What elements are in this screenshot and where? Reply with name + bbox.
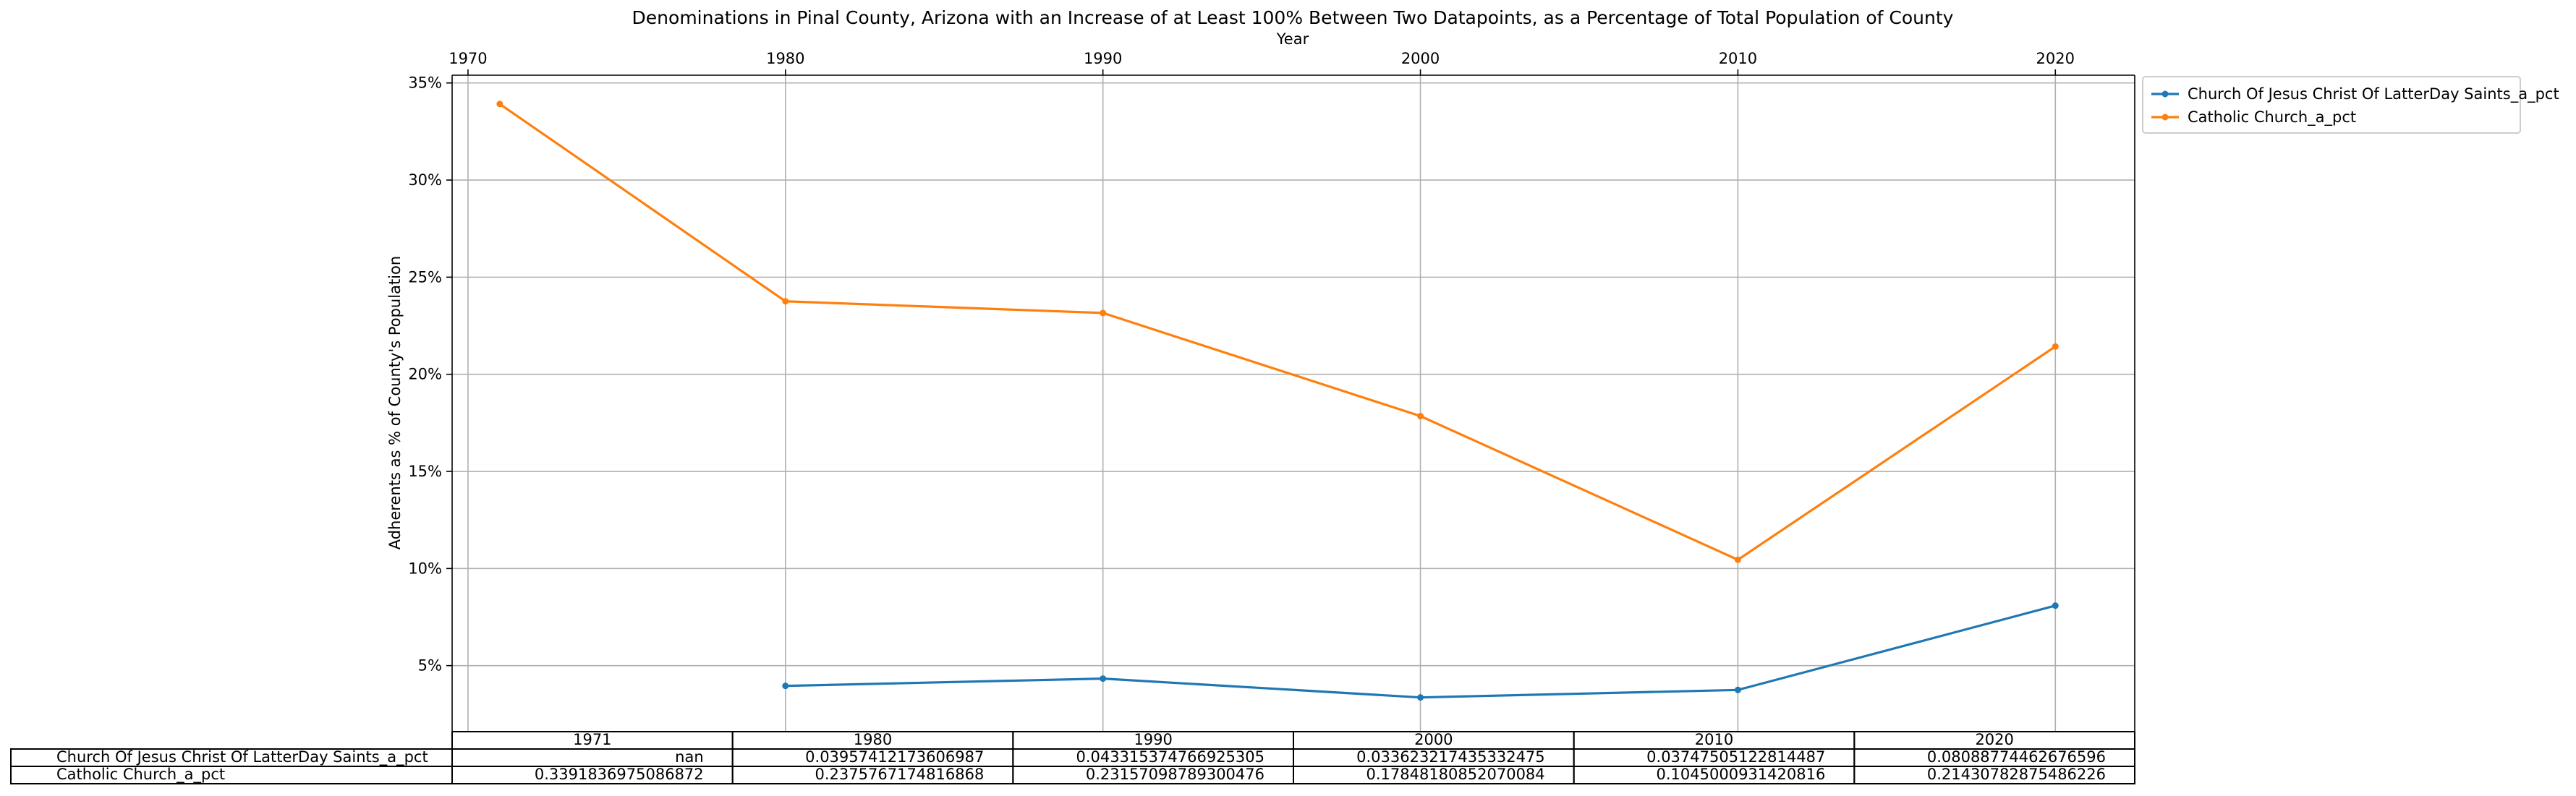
x-tick-label: 1990 <box>1084 50 1122 67</box>
y-tick-label: 25% <box>408 268 442 286</box>
table-cell-value: 0.2375767174816868 <box>815 766 985 783</box>
legend-box <box>2142 76 2521 134</box>
table-cell-value: 0.03957412173606987 <box>805 748 984 766</box>
table-column-header: 2010 <box>1695 731 1733 748</box>
series-0 <box>782 602 2059 701</box>
x-tick-label: 2000 <box>1401 50 1440 67</box>
table-row-label: Church Of Jesus Christ Of LatterDay Sain… <box>56 748 428 766</box>
legend-swatch-marker <box>2161 114 2169 121</box>
data-point <box>1417 413 1424 420</box>
legend: Church Of Jesus Christ Of LatterDay Sain… <box>2142 76 2559 134</box>
axes: 1970 1980 1990 2000 2010 2020 5% 10% 15% 20% 25% 30… <box>408 50 2135 732</box>
series-line <box>498 103 2057 562</box>
x-axis-label: Year <box>1276 30 1309 48</box>
data-point <box>2052 602 2059 609</box>
data-point <box>782 682 789 690</box>
table-cell <box>1853 766 2135 784</box>
table-column-header: 1990 <box>1134 731 1172 748</box>
x-tick-label: 1980 <box>766 50 804 67</box>
y-tick-label: 15% <box>408 463 442 480</box>
legend-entry: Church Of Jesus Christ Of LatterDay Sain… <box>2188 85 2559 103</box>
x-tick-label: 1970 <box>449 50 487 67</box>
data-point <box>1734 556 1741 563</box>
data-point <box>1417 694 1424 701</box>
y-tick-label: 20% <box>408 366 442 383</box>
data-point <box>2052 343 2059 350</box>
table-column-header: 2020 <box>1975 731 2013 748</box>
grid-lines <box>452 75 2135 732</box>
y-tick-label: 35% <box>408 74 442 92</box>
x-tick-label: 2020 <box>2036 50 2075 67</box>
data-point <box>1100 309 1107 317</box>
data-table: 1971 1980 1990 2000 2010 2020 Church Of Jesus … <box>10 731 2135 784</box>
data-point <box>1734 686 1741 693</box>
table-column-header: 1980 <box>854 731 892 748</box>
legend-entry: Catholic Church_a_pct <box>2188 108 2356 127</box>
table-cell-value: 0.03747505122814487 <box>1646 748 1825 766</box>
table-cell-value: 0.033623217435332475 <box>1356 748 1545 766</box>
table-row-label: Catholic Church_a_pct <box>56 766 225 784</box>
table-column-header: 1971 <box>573 731 611 748</box>
table-cell-value: 0.1045000931420816 <box>1657 766 1826 783</box>
x-tick-label: 2010 <box>1719 50 1757 67</box>
data-point <box>496 100 503 108</box>
data-point <box>782 298 789 305</box>
legend-swatch-marker <box>2161 90 2169 98</box>
y-tick-label: 5% <box>418 657 442 675</box>
data-point <box>1100 675 1107 682</box>
table-cell-value: 0.043315374766925305 <box>1076 748 1264 766</box>
table-cell-value: 0.23157098789300476 <box>1086 766 1264 783</box>
series-1 <box>496 100 2059 563</box>
y-axis-label: Adherents as % of County's Population <box>386 256 404 549</box>
chart-title: Denominations in Pinal County, Arizona w… <box>632 7 1954 28</box>
y-tick-label: 10% <box>408 560 442 577</box>
table-column-header: 2000 <box>1414 731 1453 748</box>
table-cell-value: 0.3391836975086872 <box>535 766 704 783</box>
series-lines <box>496 100 2059 701</box>
table-cell-value: nan <box>675 748 704 766</box>
table-cell-value: 0.17848180852070084 <box>1366 766 1544 783</box>
table-cell-value: 0.08088774462676596 <box>1927 748 2106 766</box>
table-cell-value: 0.21430782875486226 <box>1927 766 2106 783</box>
y-tick-label: 30% <box>408 171 442 189</box>
